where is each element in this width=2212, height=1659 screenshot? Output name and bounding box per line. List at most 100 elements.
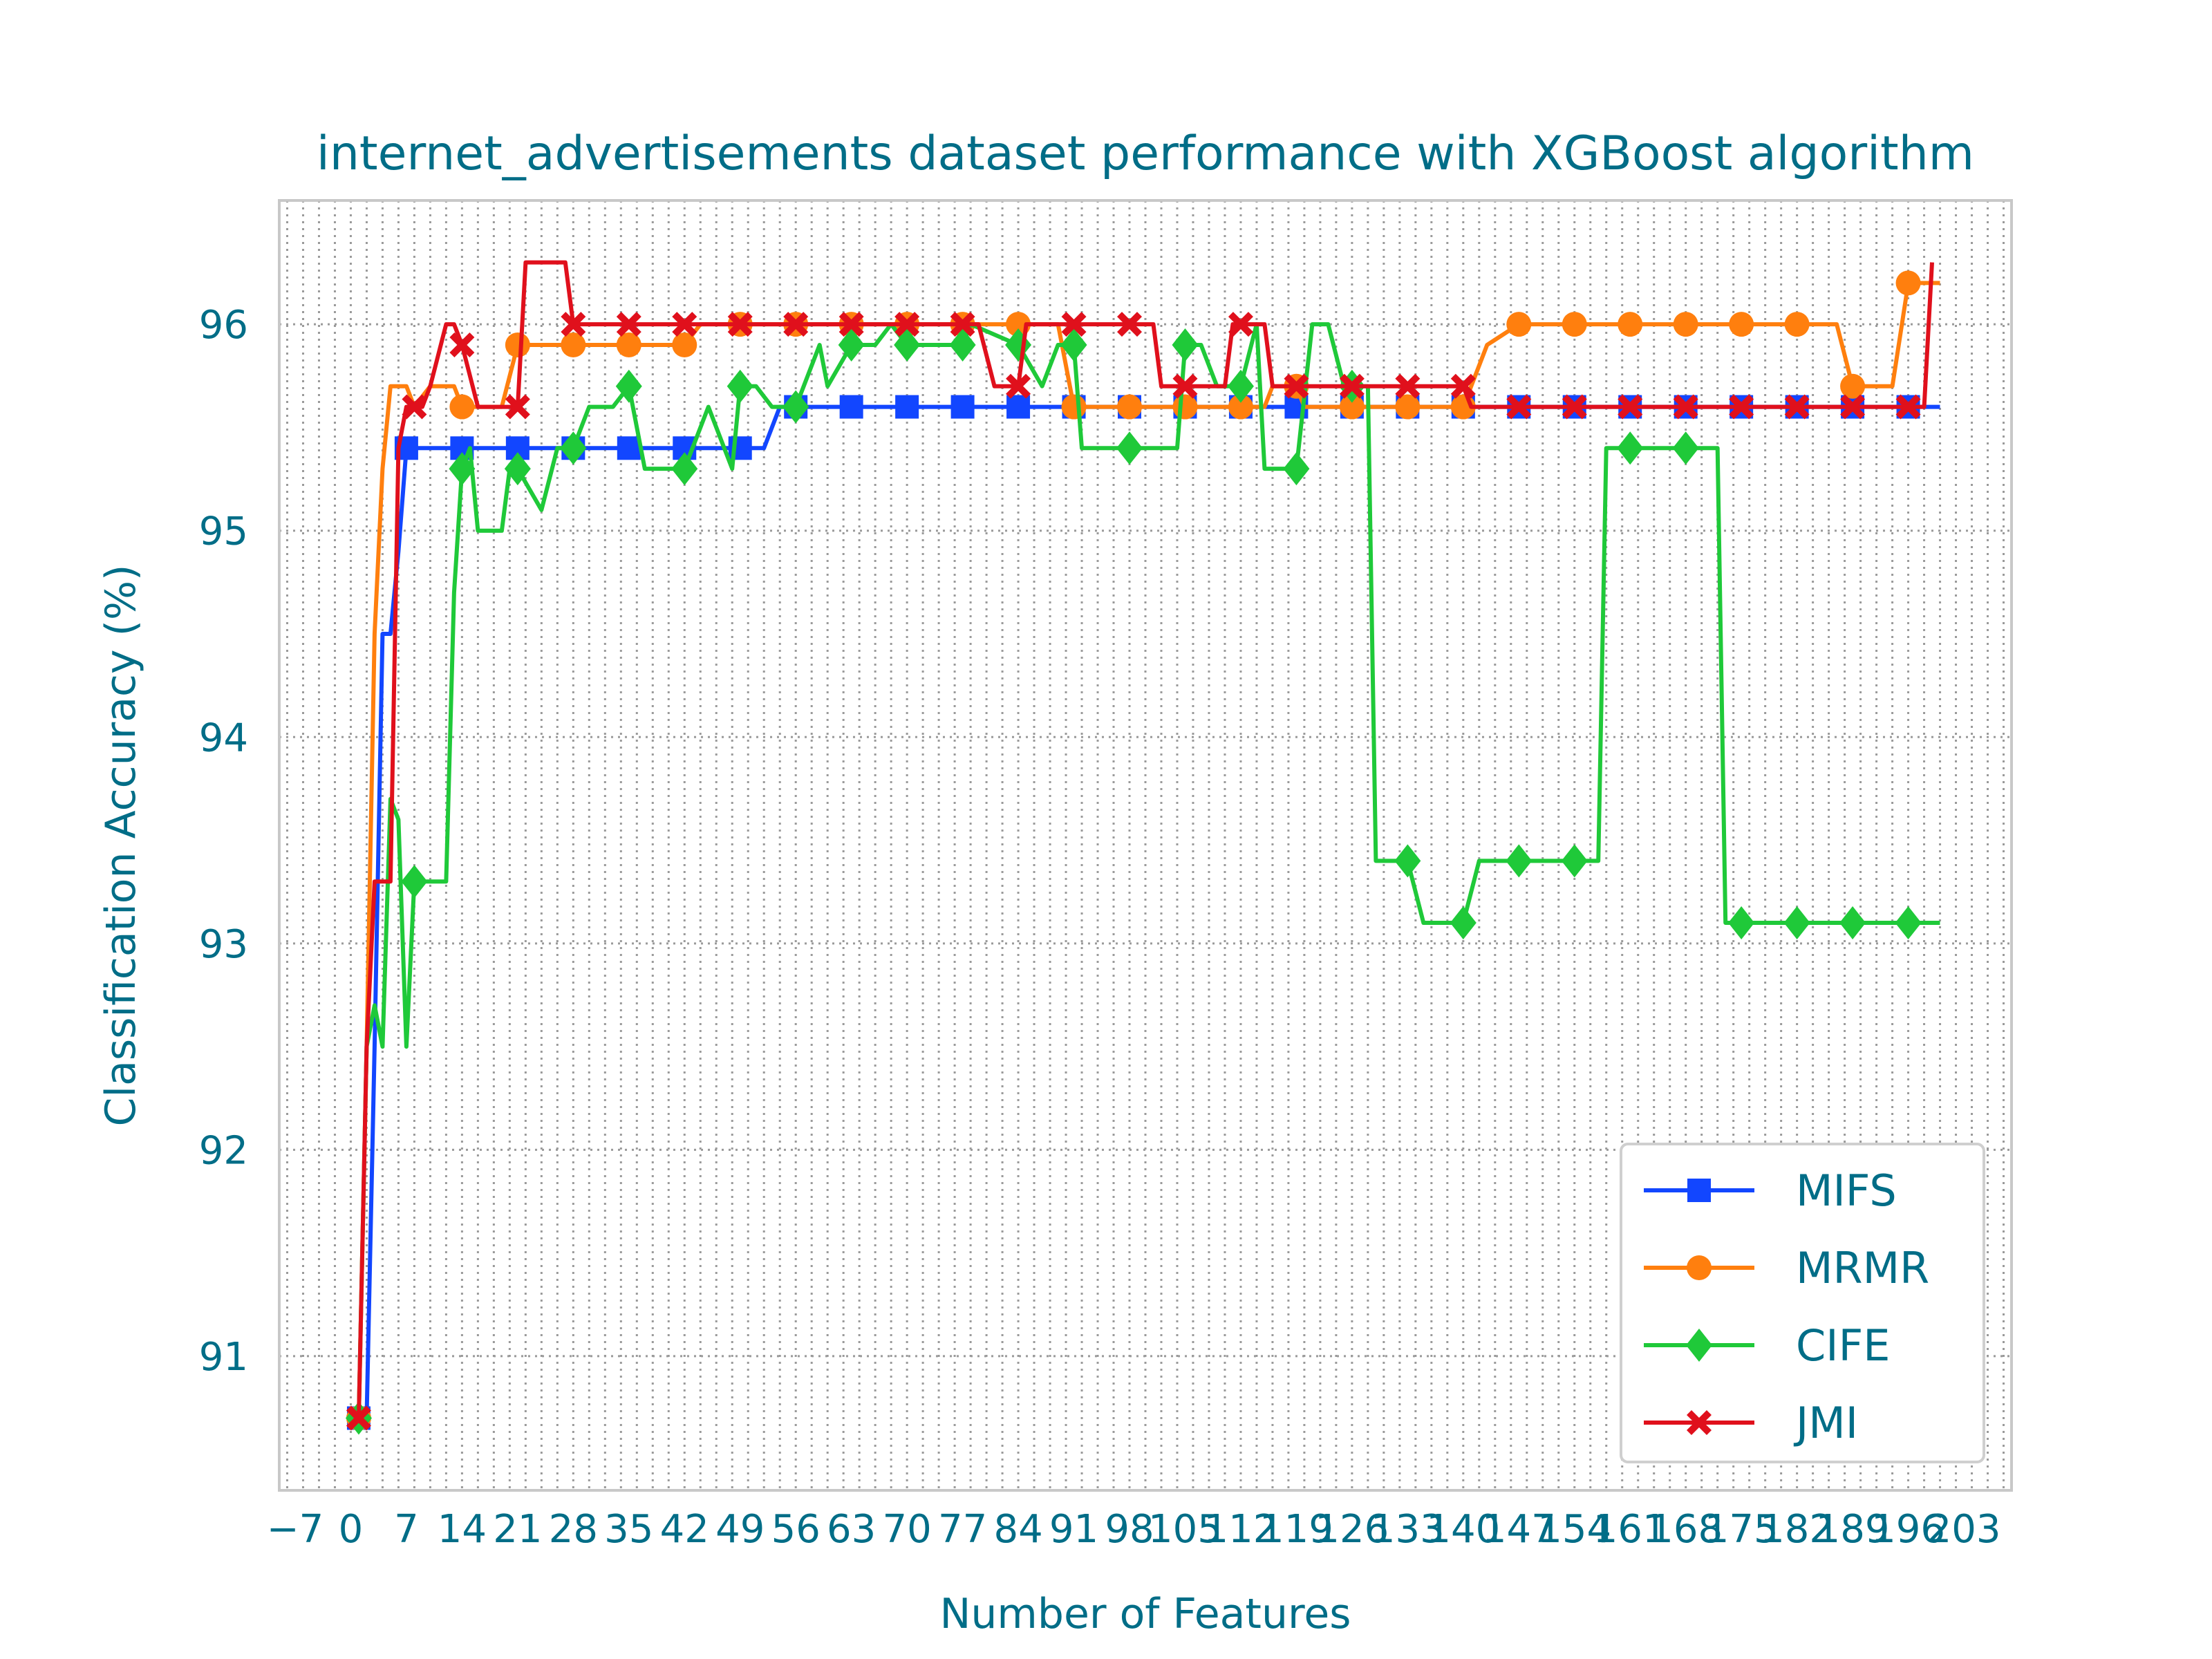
series-jmi-point bbox=[1895, 394, 1921, 420]
x-tick-label: 14 bbox=[438, 1507, 487, 1552]
x-tick-label: 105 bbox=[1148, 1507, 1222, 1552]
y-tick-label: 96 bbox=[199, 303, 248, 348]
series-jmi-point bbox=[1562, 394, 1587, 420]
series-jmi-point bbox=[1006, 373, 1031, 399]
series-jmi-point bbox=[1339, 373, 1365, 399]
x-tick-label: 63 bbox=[827, 1507, 876, 1552]
plot-frame bbox=[278, 199, 2013, 1492]
x-tick-label: 98 bbox=[1105, 1507, 1154, 1552]
series-mrmr-point bbox=[1562, 312, 1587, 337]
x-tick-label: 49 bbox=[715, 1507, 765, 1552]
series-layer bbox=[345, 260, 1940, 1435]
series-cife-point bbox=[1394, 844, 1421, 878]
series-jmi-point bbox=[1061, 312, 1087, 337]
series-jmi-point bbox=[1840, 394, 1866, 420]
x-tick-label: 56 bbox=[771, 1507, 821, 1552]
series-mrmr-point bbox=[1395, 394, 1421, 420]
legend-label-mrmr: MRMR bbox=[1796, 1243, 1929, 1293]
x-tick-label: −7 bbox=[267, 1507, 324, 1552]
series-jmi-point bbox=[505, 394, 530, 420]
legend-marker-jmi bbox=[1687, 1410, 1712, 1435]
series-jmi-point bbox=[783, 312, 809, 337]
y-tick-label: 93 bbox=[199, 922, 248, 967]
series-cife-point bbox=[1561, 844, 1588, 878]
series-mrmr bbox=[346, 270, 1940, 1431]
series-cife-point bbox=[1839, 906, 1866, 939]
x-tick-label: 161 bbox=[1593, 1507, 1667, 1552]
x-tick-label: 175 bbox=[1705, 1507, 1779, 1552]
series-mrmr-point bbox=[1506, 312, 1532, 337]
series-cife-point bbox=[1450, 906, 1477, 939]
series-cife-point bbox=[1060, 328, 1087, 362]
series-mrmr-point bbox=[1172, 394, 1198, 420]
legend-marker-mrmr bbox=[1687, 1255, 1712, 1280]
y-tick-label: 94 bbox=[199, 715, 248, 760]
series-mifs-point bbox=[617, 436, 641, 460]
series-jmi-point bbox=[1618, 394, 1643, 420]
x-tick-label: 140 bbox=[1426, 1507, 1500, 1552]
legend-item-jmi: JMI bbox=[1644, 1398, 1858, 1448]
series-cife-point bbox=[1895, 906, 1922, 939]
series-cife-point bbox=[1672, 431, 1699, 465]
series-cife-point bbox=[1617, 431, 1644, 465]
x-tick-label: 196 bbox=[1871, 1507, 1945, 1552]
series-jmi-point bbox=[1172, 373, 1198, 399]
legend-item-cife: CIFE bbox=[1644, 1320, 1890, 1371]
x-tick-label: 112 bbox=[1203, 1507, 1277, 1552]
x-tick-label: 126 bbox=[1315, 1507, 1389, 1552]
series-jmi-point bbox=[950, 312, 975, 337]
series-cife-point bbox=[1116, 431, 1143, 465]
series-jmi-point bbox=[1673, 394, 1698, 420]
x-tick-label: 35 bbox=[604, 1507, 653, 1552]
x-tick-label: 133 bbox=[1371, 1507, 1445, 1552]
legend-box bbox=[1620, 1143, 1985, 1463]
series-cife-point bbox=[1728, 906, 1755, 939]
series-jmi-point bbox=[449, 332, 475, 357]
x-tick-label: 154 bbox=[1537, 1507, 1611, 1552]
tick-layer: −7 0 7 14 21 28 35 42 49 56 63 70 77 84 91 981051121191… bbox=[199, 303, 2001, 1552]
x-axis-label: Number of Features bbox=[940, 1590, 1351, 1638]
x-tick-label: 0 bbox=[339, 1507, 364, 1552]
series-cife-point bbox=[560, 431, 587, 465]
series-mifs-point bbox=[839, 395, 863, 419]
x-tick-label: 168 bbox=[1649, 1507, 1723, 1552]
y-tick-label: 95 bbox=[199, 509, 248, 554]
series-jmi-point bbox=[1117, 312, 1143, 337]
series-jmi bbox=[346, 260, 1934, 1431]
series-jmi-point bbox=[616, 312, 641, 337]
series-mrmr-point bbox=[1228, 394, 1253, 420]
x-tick-label: 70 bbox=[883, 1507, 932, 1552]
x-tick-label: 182 bbox=[1760, 1507, 1834, 1552]
series-jmi-point bbox=[894, 312, 920, 337]
series-cife-point bbox=[838, 328, 865, 362]
x-tick-label: 84 bbox=[993, 1507, 1042, 1552]
series-jmi-point bbox=[1506, 394, 1532, 420]
x-tick-label: 91 bbox=[1049, 1507, 1098, 1552]
legend-marker-mifs bbox=[1687, 1179, 1711, 1202]
series-jmi-point bbox=[1284, 373, 1309, 399]
series-jmi-point bbox=[672, 312, 697, 337]
series-jmi-point bbox=[561, 312, 586, 337]
legend-item-mrmr: MRMR bbox=[1644, 1243, 1929, 1293]
series-jmi-point bbox=[727, 312, 753, 337]
series-cife-point bbox=[1283, 452, 1310, 486]
legend-item-mifs: MIFS bbox=[1644, 1165, 1897, 1216]
series-mrmr-point bbox=[1840, 373, 1866, 399]
series-cife-point bbox=[1506, 844, 1533, 878]
series-jmi-point bbox=[1450, 373, 1476, 399]
series-mrmr-point bbox=[561, 332, 586, 357]
series-mrmr-point bbox=[616, 332, 641, 357]
x-tick-label: 42 bbox=[660, 1507, 709, 1552]
x-tick-label: 21 bbox=[493, 1507, 542, 1552]
series-cife-point bbox=[449, 452, 476, 486]
y-tick-label: 91 bbox=[199, 1335, 248, 1380]
series-mifs-point bbox=[1006, 395, 1031, 419]
series-cife-point bbox=[615, 369, 642, 403]
series-mrmr-point bbox=[1117, 394, 1143, 420]
series-cife-point bbox=[401, 865, 428, 899]
series-mrmr-point bbox=[505, 332, 530, 357]
series-mrmr-point bbox=[449, 394, 475, 420]
series-cife-point bbox=[671, 452, 698, 486]
